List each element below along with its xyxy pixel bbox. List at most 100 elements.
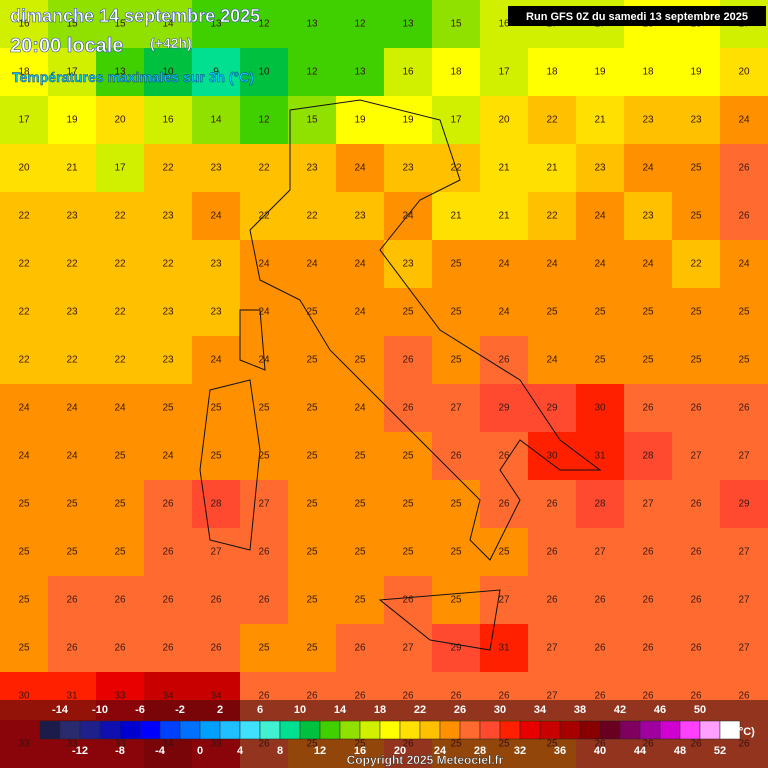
temp-label: 25 <box>18 547 30 558</box>
legend-swatch <box>719 720 741 740</box>
temp-cell <box>240 576 288 624</box>
temp-label: 25 <box>690 163 702 174</box>
temp-cell <box>336 336 384 384</box>
temp-cell <box>384 288 432 336</box>
temp-cell <box>624 384 672 432</box>
temp-cell <box>672 96 720 144</box>
temp-cell <box>96 576 144 624</box>
temp-cell <box>0 480 48 528</box>
temp-label: 31 <box>498 643 510 654</box>
temp-cell <box>144 96 192 144</box>
temp-label: 25 <box>306 499 318 510</box>
temp-cell <box>288 384 336 432</box>
temp-cell <box>336 624 384 672</box>
temp-label: 22 <box>114 307 126 318</box>
temp-cell <box>96 432 144 480</box>
temp-label: 28 <box>210 499 222 510</box>
temp-label: 27 <box>450 403 462 414</box>
temp-cell <box>336 432 384 480</box>
temp-cell <box>48 48 96 96</box>
temp-cell <box>48 288 96 336</box>
temp-cell <box>336 384 384 432</box>
temp-cell <box>0 528 48 576</box>
temp-label: 18 <box>642 67 654 78</box>
temp-cell <box>528 144 576 192</box>
temp-label: 15 <box>66 19 78 30</box>
temp-label: 25 <box>450 499 462 510</box>
temp-cell <box>576 48 624 96</box>
temp-cell <box>288 528 336 576</box>
temp-cell <box>336 240 384 288</box>
temp-label: 25 <box>18 499 30 510</box>
temp-cell <box>576 480 624 528</box>
temp-cell <box>192 48 240 96</box>
temp-label: 26 <box>114 643 126 654</box>
temp-cell <box>96 384 144 432</box>
temp-cell <box>432 576 480 624</box>
temp-label: 27 <box>258 499 270 510</box>
temp-cell <box>96 480 144 528</box>
temp-label: 27 <box>498 595 510 606</box>
temp-label: 26 <box>690 643 702 654</box>
temp-label: 16 <box>498 19 510 30</box>
temp-cell <box>0 624 48 672</box>
temp-label: 24 <box>498 307 510 318</box>
temp-label: 25 <box>306 547 318 558</box>
temp-label: 26 <box>162 499 174 510</box>
temp-label: 23 <box>162 307 174 318</box>
legend-swatch <box>599 720 621 740</box>
temp-label: 19 <box>594 67 606 78</box>
temp-cell <box>528 48 576 96</box>
temp-label: 25 <box>258 451 270 462</box>
temp-cell <box>240 96 288 144</box>
legend-swatch <box>359 720 381 740</box>
temp-cell <box>0 336 48 384</box>
temp-label: 23 <box>66 211 78 222</box>
temp-cell <box>96 624 144 672</box>
temp-label: 26 <box>738 691 750 702</box>
temp-label: 15 <box>450 19 462 30</box>
temp-label: 26 <box>690 691 702 702</box>
temp-label: 25 <box>210 451 222 462</box>
temp-label: 12 <box>354 19 366 30</box>
temp-label: 26 <box>690 403 702 414</box>
temp-label: 17 <box>18 115 30 126</box>
temp-label: 24 <box>498 259 510 270</box>
temp-cell <box>672 240 720 288</box>
temp-cell <box>48 96 96 144</box>
temp-cell <box>384 384 432 432</box>
temp-label: 24 <box>546 355 558 366</box>
temp-cell <box>192 288 240 336</box>
temp-cell <box>672 48 720 96</box>
legend-swatch <box>679 720 701 740</box>
temp-label: 25 <box>354 547 366 558</box>
temp-cell <box>192 96 240 144</box>
temp-label: 27 <box>402 643 414 654</box>
temp-label: 23 <box>210 259 222 270</box>
temp-cell <box>96 336 144 384</box>
temp-label: 16 <box>162 115 174 126</box>
temp-cell <box>288 0 336 48</box>
temp-label: 26 <box>210 595 222 606</box>
temp-cell <box>240 0 288 48</box>
temp-label: 30 <box>18 691 30 702</box>
temp-cell <box>384 336 432 384</box>
temp-label: 26 <box>498 499 510 510</box>
temp-label: 13 <box>210 19 222 30</box>
temp-cell <box>528 288 576 336</box>
sardinia-outline <box>199 379 261 551</box>
temp-cell <box>288 576 336 624</box>
temp-cell <box>336 528 384 576</box>
temp-label: 19 <box>402 115 414 126</box>
temp-cell <box>144 288 192 336</box>
temp-cell <box>576 288 624 336</box>
temp-label: 24 <box>642 259 654 270</box>
legend-top-label: 26 <box>454 704 466 716</box>
temp-label: 26 <box>66 643 78 654</box>
temp-cell <box>624 240 672 288</box>
lead-time: (+42h) <box>150 35 192 51</box>
temp-label: 26 <box>450 451 462 462</box>
temp-cell <box>528 528 576 576</box>
temp-label: 24 <box>546 259 558 270</box>
temp-cell <box>96 240 144 288</box>
